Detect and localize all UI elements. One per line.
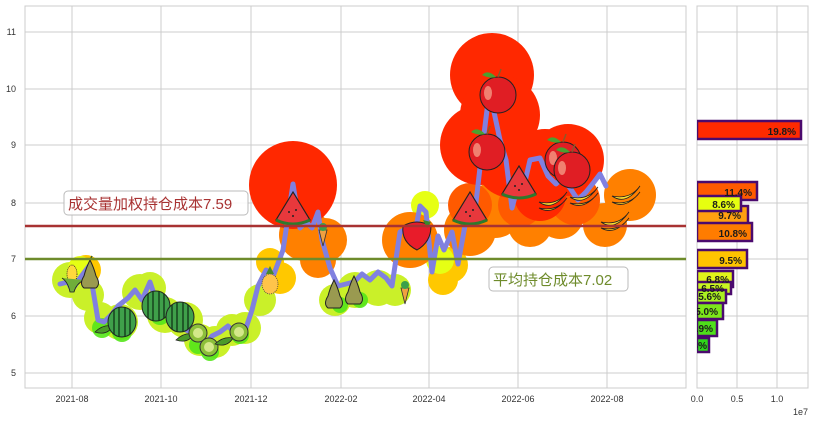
profile-bar	[697, 119, 803, 141]
pct-label: 9.5%	[719, 256, 742, 267]
profile-x-axis: 0.0 0.5 1.0 1e7	[691, 394, 808, 417]
avg-cost-annotation: 平均持仓成本7.02	[488, 266, 629, 292]
y-tick: 7	[11, 254, 16, 264]
profile-bar	[697, 248, 749, 270]
kiwi-icon	[199, 337, 219, 357]
main-plot-area: 成交量加权持仓成本7.59 平均持仓成本7.02 11 10 9 8 7 6 5…	[6, 5, 687, 404]
x-tick: 2022-02	[324, 394, 357, 404]
volume-profile-panel: 19.8% 11.4% 8.6% 9.7% 10.8% 9.5% 6.8% 6.…	[684, 5, 809, 417]
kiwi-icon	[188, 323, 208, 343]
kiwi-icon	[229, 322, 249, 342]
watermelon-slice-icon	[501, 164, 537, 200]
y-tick: 10	[6, 84, 16, 94]
banana-icon	[569, 186, 599, 206]
fruit-markers	[61, 68, 641, 357]
axis-offset-label: 1e7	[793, 407, 808, 417]
x-tick: 1.0	[771, 394, 784, 404]
pct-label: 3.9%	[690, 324, 713, 335]
carrot-icon	[400, 281, 410, 305]
price-line	[57, 99, 609, 347]
y-tick: 8	[11, 198, 16, 208]
apple-icon	[553, 143, 591, 189]
banana-icon	[611, 185, 641, 205]
x-tick: 2022-06	[501, 394, 534, 404]
x-tick: 0.0	[691, 394, 704, 404]
vwap-cost-annotation: 成交量加权持仓成本7.59	[63, 190, 249, 216]
vwap-cost-label: 成交量加权持仓成本7.59	[68, 195, 232, 213]
avg-cost-label: 平均持仓成本7.02	[493, 272, 612, 289]
x-tick: 2021-12	[234, 394, 267, 404]
profile-bar	[697, 194, 743, 213]
x-tick: 0.5	[731, 394, 744, 404]
apple-icon	[468, 125, 506, 171]
pct-label: 9.7%	[718, 211, 741, 222]
x-tick: 2021-08	[55, 394, 88, 404]
profile-pct-labels: 19.8% 11.4% 8.6% 9.7% 10.8% 9.5% 6.8% 6.…	[684, 127, 796, 352]
profile-bar	[697, 336, 711, 354]
corn-icon	[61, 264, 85, 293]
pct-label: 6.5%	[701, 284, 724, 295]
profile-bars	[697, 119, 803, 354]
pct-label: 6.8%	[706, 275, 729, 286]
profile-bar	[697, 318, 719, 338]
pear-icon	[345, 274, 363, 305]
x-axis: 2021-08 2021-10 2021-12 2022-02 2022-04 …	[55, 394, 623, 404]
pct-label: 19.8%	[768, 127, 796, 138]
x-tick: 2021-10	[144, 394, 177, 404]
pct-label: 10.8%	[719, 229, 747, 240]
y-axis: 11 10 9 8 7 6 5	[6, 27, 16, 378]
pear-icon	[325, 278, 343, 309]
x-tick: 2022-04	[412, 394, 445, 404]
y-tick: 5	[11, 368, 16, 378]
profile-bar	[697, 221, 754, 243]
pct-label: 11.4%	[724, 188, 752, 199]
strawberry-icon	[402, 220, 432, 251]
banana-icon	[538, 191, 568, 211]
y-tick: 6	[11, 311, 16, 321]
watermelon-icon	[107, 306, 137, 338]
apple-icon	[479, 68, 517, 114]
pct-label: 2.4%	[684, 341, 707, 352]
pct-label: 5.0%	[695, 307, 718, 318]
pct-label: 8.6%	[712, 200, 735, 211]
x-tick: 2022-08	[590, 394, 623, 404]
pct-label: 5.6%	[698, 292, 721, 303]
y-tick: 9	[11, 140, 16, 150]
pineapple-icon	[261, 266, 279, 295]
y-tick: 11	[7, 27, 16, 37]
watermelon-icon	[165, 301, 195, 333]
watermelon-slice-icon	[452, 190, 488, 226]
watermelon-slice-icon	[275, 190, 311, 226]
